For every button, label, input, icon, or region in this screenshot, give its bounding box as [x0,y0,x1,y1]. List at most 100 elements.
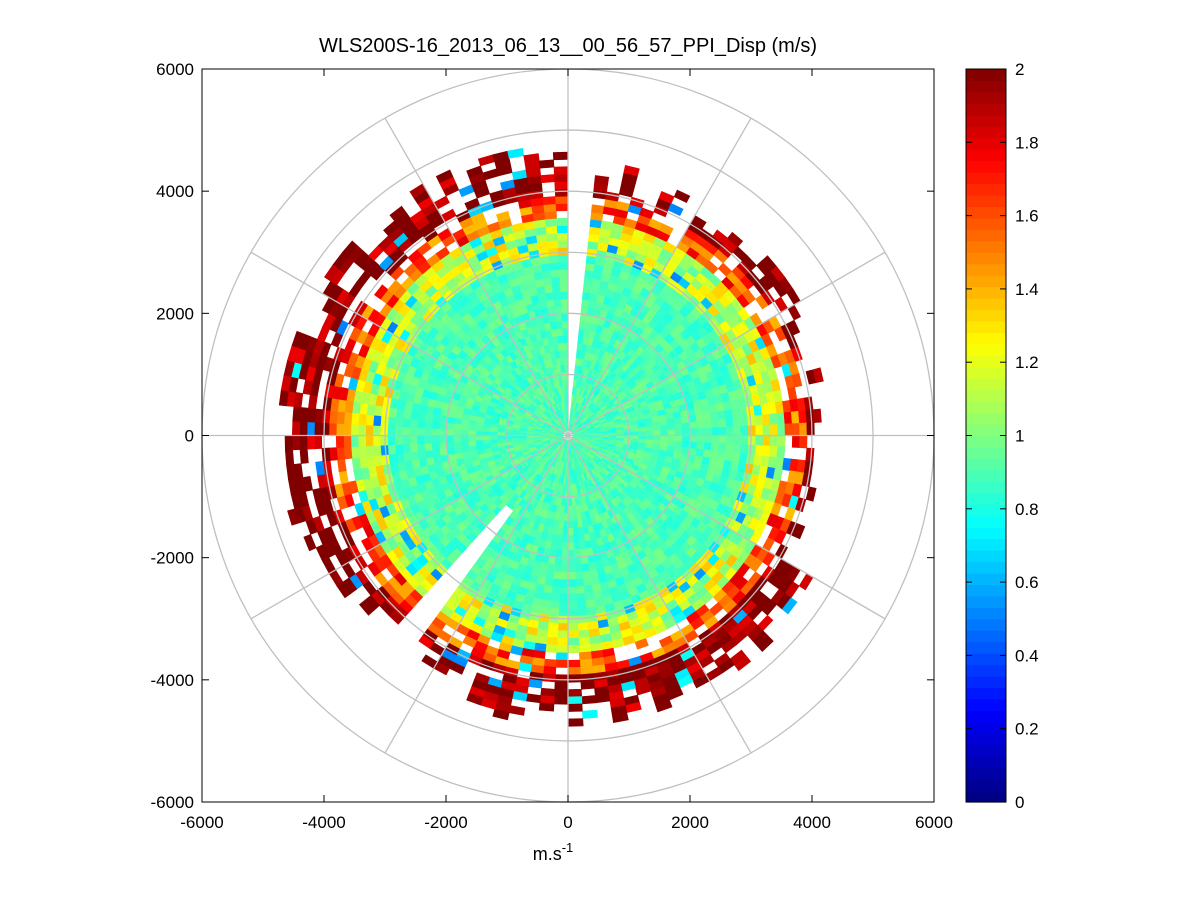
scan-cell [567,615,579,624]
colorbar-band [966,343,1006,356]
scan-cell [551,283,561,293]
scan-cell [554,313,563,322]
x-tick-label: 0 [563,813,572,832]
x-tick-label: -4000 [302,813,345,832]
scan-cell [682,435,691,443]
scan-cell [733,655,752,672]
scan-cell [812,367,824,384]
scan-cell [733,435,742,445]
scan-cell [799,435,808,449]
scan-cell [761,445,771,458]
colorbar-band [966,572,1006,585]
scan-cell [545,291,555,301]
scan-cell [551,578,561,588]
scan-cell [314,408,324,423]
scan-cell [401,426,410,436]
scan-cell [573,542,581,551]
scan-cell [777,423,786,436]
scan-cell [416,419,426,429]
scan-cell [538,159,555,169]
scan-cell [755,435,764,447]
scan-cell [543,577,554,587]
scan-cell [556,225,569,234]
scan-cell [754,414,764,427]
scan-cell [703,442,713,451]
scan-cell [401,443,411,454]
scan-cell [431,435,440,444]
scan-cell [551,585,561,595]
scan-cell [544,210,557,220]
colorbar-band [966,458,1006,471]
colorbar-band [966,469,1006,482]
scan-cell [492,708,510,721]
scan-cell [372,435,381,447]
scan-cell [554,674,569,683]
scan-cell [696,427,705,436]
y-tick-label: 4000 [156,182,194,201]
y-tick-label: -2000 [151,549,194,568]
scan-cell [581,291,591,301]
colorbar-band [966,298,1006,311]
scan-cell [431,448,441,458]
scan-cell [623,165,640,177]
scan-cell [335,435,345,448]
colorbar-band [966,240,1006,253]
colorbar-band [966,149,1006,162]
scan-cell [560,557,569,566]
scan-cell [725,417,735,428]
scan-cell [562,342,569,351]
scan-cell [560,290,569,300]
scan-cell [567,593,578,602]
scan-cell [717,450,727,461]
colorbar-band [966,618,1006,631]
scan-cell [321,409,331,424]
scan-cell [328,410,338,424]
scan-cell [594,693,611,704]
colorbar-band [966,550,1006,563]
scan-cell [769,424,779,436]
scan-cell [467,440,477,447]
scan-cell [559,357,565,366]
scan-cell [709,450,719,460]
scan-cell [372,414,382,427]
scan-cell [452,435,462,442]
scan-cell [401,417,411,428]
scan-cell [726,435,735,445]
scan-cell [555,320,563,329]
scan-cell [781,597,798,615]
scan-cell [554,188,569,197]
scan-cell [475,439,484,446]
scan-cell [555,652,569,661]
scan-cell [611,712,629,724]
scan-cell [747,435,757,446]
scan-cell [542,665,557,675]
scan-cell [556,327,564,337]
scan-cell [762,424,771,436]
scan-cell [467,435,476,442]
x-tick-label: 6000 [915,813,953,832]
colorbar-band [966,332,1006,345]
scan-cell [328,422,337,436]
scan-cell [667,435,676,442]
colorbar-band [966,595,1006,608]
scan-cell [548,607,560,617]
scan-cell [667,423,676,431]
colorbar-band [966,733,1006,746]
scan-cell [549,600,560,610]
scan-cell [567,630,579,639]
scan-cell [762,435,771,447]
scan-cell [343,446,353,460]
colorbar-band [966,194,1006,208]
scan-cell [365,435,374,447]
scan-cell [460,429,469,436]
scan-cell [562,527,569,537]
colorbar-tick-label: 1.6 [1015,207,1039,226]
scan-cell [545,570,555,580]
scan-cell [567,703,583,712]
colorbar-band [966,355,1006,368]
colorbar-band [966,103,1006,116]
scan-cell [790,410,800,425]
colorbar-band [966,481,1006,494]
scan-cell [740,425,749,436]
scan-cell [357,435,367,447]
